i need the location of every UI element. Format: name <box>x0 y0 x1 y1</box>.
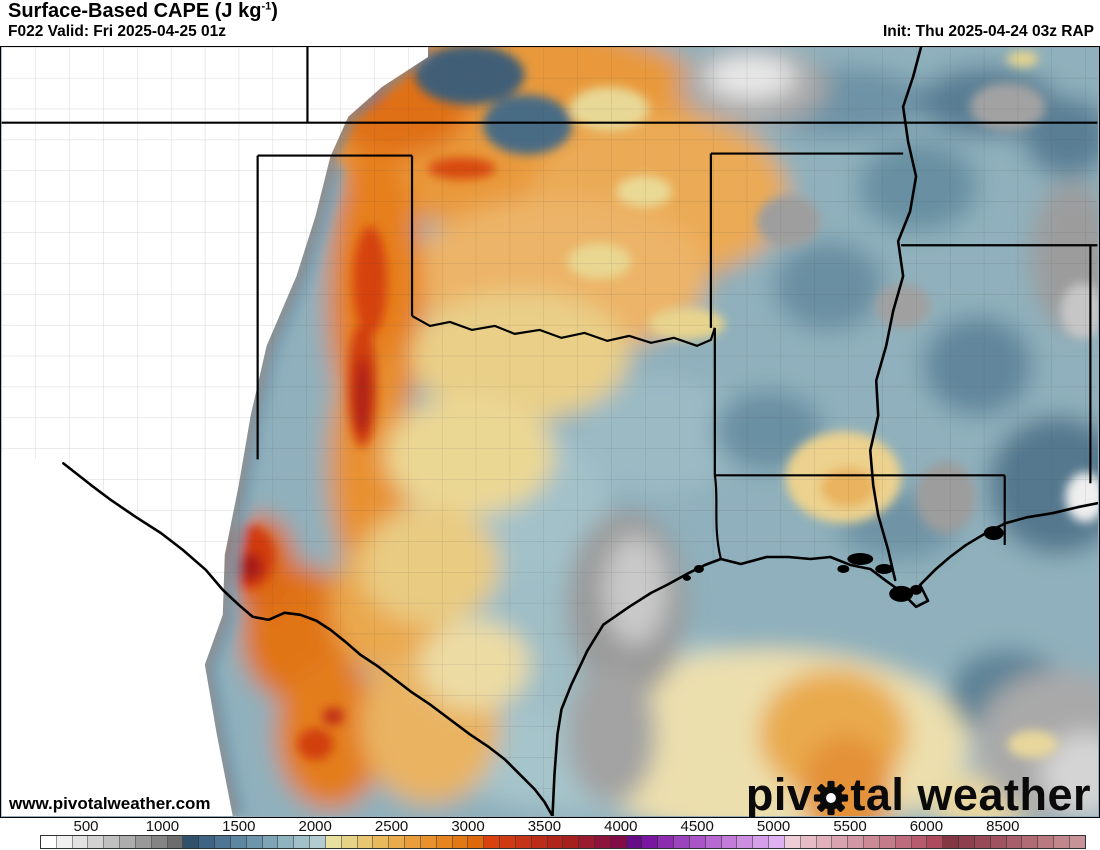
colorbar-cell <box>167 836 184 848</box>
cape-map: www.pivotalweather.com piv tal weather <box>0 46 1100 818</box>
colorbar-label: 2000 <box>298 818 332 835</box>
colorbar-cell <box>943 836 960 848</box>
colorbar-label: 6000 <box>909 818 944 835</box>
colorbar-cell <box>864 836 880 848</box>
colorbar-label: 2500 <box>374 818 409 835</box>
colorbar-cell <box>769 836 785 848</box>
colorbar-cell <box>753 836 770 848</box>
colorbar-cell <box>452 836 469 848</box>
colorbar-cell <box>246 836 263 848</box>
colorbar-cell <box>531 836 548 848</box>
colorbar-cell <box>816 836 833 848</box>
colorbar-cell <box>658 836 675 848</box>
page-title: Surface-Based CAPE (J kg-1) <box>8 0 278 22</box>
state-borders <box>1 47 1098 560</box>
colorbar-cell <box>215 836 231 848</box>
colorbar-cell <box>974 836 991 848</box>
colorbar-cell <box>689 836 706 848</box>
colorbar-cell <box>959 836 975 848</box>
colorbar-cell <box>104 836 121 848</box>
colorbar-cell <box>547 836 564 848</box>
pivotal-weather-logo: piv tal weather <box>746 772 1091 817</box>
logo-text-right: tal weather <box>850 769 1091 820</box>
colorbar-cell <box>500 836 516 848</box>
colorbar-cell <box>832 836 849 848</box>
colorbar-cell <box>325 836 342 848</box>
colorbar-cell <box>294 836 311 848</box>
colorbar-label: 8500 <box>986 818 1020 835</box>
colorbar-cell <box>120 836 136 848</box>
colorbar-cell <box>515 836 532 848</box>
county-grid <box>1 47 1098 816</box>
colorbar-cell <box>199 836 216 848</box>
colorbar-label: 4500 <box>680 818 714 835</box>
colorbar-cell <box>1038 836 1054 848</box>
colorbar-cell <box>1022 836 1039 848</box>
colorbar-cell <box>642 836 659 848</box>
gear-icon <box>814 780 849 815</box>
colorbar-label: 4000 <box>604 818 638 835</box>
watermark: www.pivotalweather.com <box>9 794 211 813</box>
colorbar-cell <box>895 836 912 848</box>
colorbar-cell <box>579 836 595 848</box>
colorbar-label: 3500 <box>527 818 562 835</box>
colorbar-cell <box>1006 836 1023 848</box>
colorbar-label: 5500 <box>833 818 867 835</box>
colorbar-cell <box>468 836 485 848</box>
colorbar-cells <box>40 835 1086 849</box>
colorbar-label: 1500 <box>222 818 256 835</box>
colorbar-cell <box>848 836 865 848</box>
colorbar-cell <box>389 836 406 848</box>
colorbar-label: 3000 <box>451 818 485 835</box>
colorbar-cell <box>563 836 580 848</box>
logo-text-left: piv <box>745 769 813 820</box>
colorbar-label: 5000 <box>756 818 791 835</box>
colorbar-cell <box>594 836 611 848</box>
colorbar-label: 500 <box>73 818 99 835</box>
colorbar-cell <box>405 836 421 848</box>
colorbar-cell <box>800 836 817 848</box>
colorbar-labels: 500 1000 1500 2000 2500 3000 3500 4000 4500 5000 5… <box>0 818 1100 835</box>
colorbar-cell <box>484 836 501 848</box>
colorbar-cell <box>927 836 944 848</box>
colorbar-cell <box>230 836 247 848</box>
colorbar-cell <box>56 836 73 848</box>
colorbar-cell <box>721 836 738 848</box>
colorbar-cell <box>1054 836 1070 848</box>
colorbar-cell <box>72 836 89 848</box>
colorbar-cell <box>1069 836 1085 848</box>
colorbar-cell <box>990 836 1007 848</box>
bays-and-lakes <box>682 526 1004 602</box>
colorbar-cell <box>879 836 896 848</box>
cape-map-graphic <box>1 47 1098 816</box>
colorbar-cell <box>135 836 152 848</box>
colorbar-cell <box>262 836 279 848</box>
colorbar-cell <box>88 836 105 848</box>
colorbar-cell <box>626 836 643 848</box>
colorbar-cell <box>784 836 801 848</box>
colorbar-cell <box>610 836 627 848</box>
colorbar-cell <box>436 836 453 848</box>
colorbar-cell <box>911 836 928 848</box>
colorbar-cell <box>420 836 437 848</box>
init-time-label: Init: Thu 2025-04-24 03z RAP <box>882 23 1094 40</box>
colorbar-cell <box>705 836 722 848</box>
colorbar-cell <box>183 836 200 848</box>
colorbar-cell <box>373 836 390 848</box>
colorbar-cell <box>41 836 57 848</box>
colorbar-label: 1000 <box>145 818 180 835</box>
colorbar-cell <box>674 836 690 848</box>
colorbar-cell <box>278 836 295 848</box>
colorbar-cell <box>357 836 374 848</box>
colorbar-cell <box>737 836 754 848</box>
colorbar-cell <box>341 836 358 848</box>
colorbar-cell <box>151 836 168 848</box>
units-label: (J kg-1) <box>214 0 278 22</box>
rivers-and-coastline <box>62 47 1098 816</box>
colorbar-cell <box>310 836 326 848</box>
valid-time-label: F022 Valid: Fri 2025-04-25 01z <box>8 23 226 40</box>
